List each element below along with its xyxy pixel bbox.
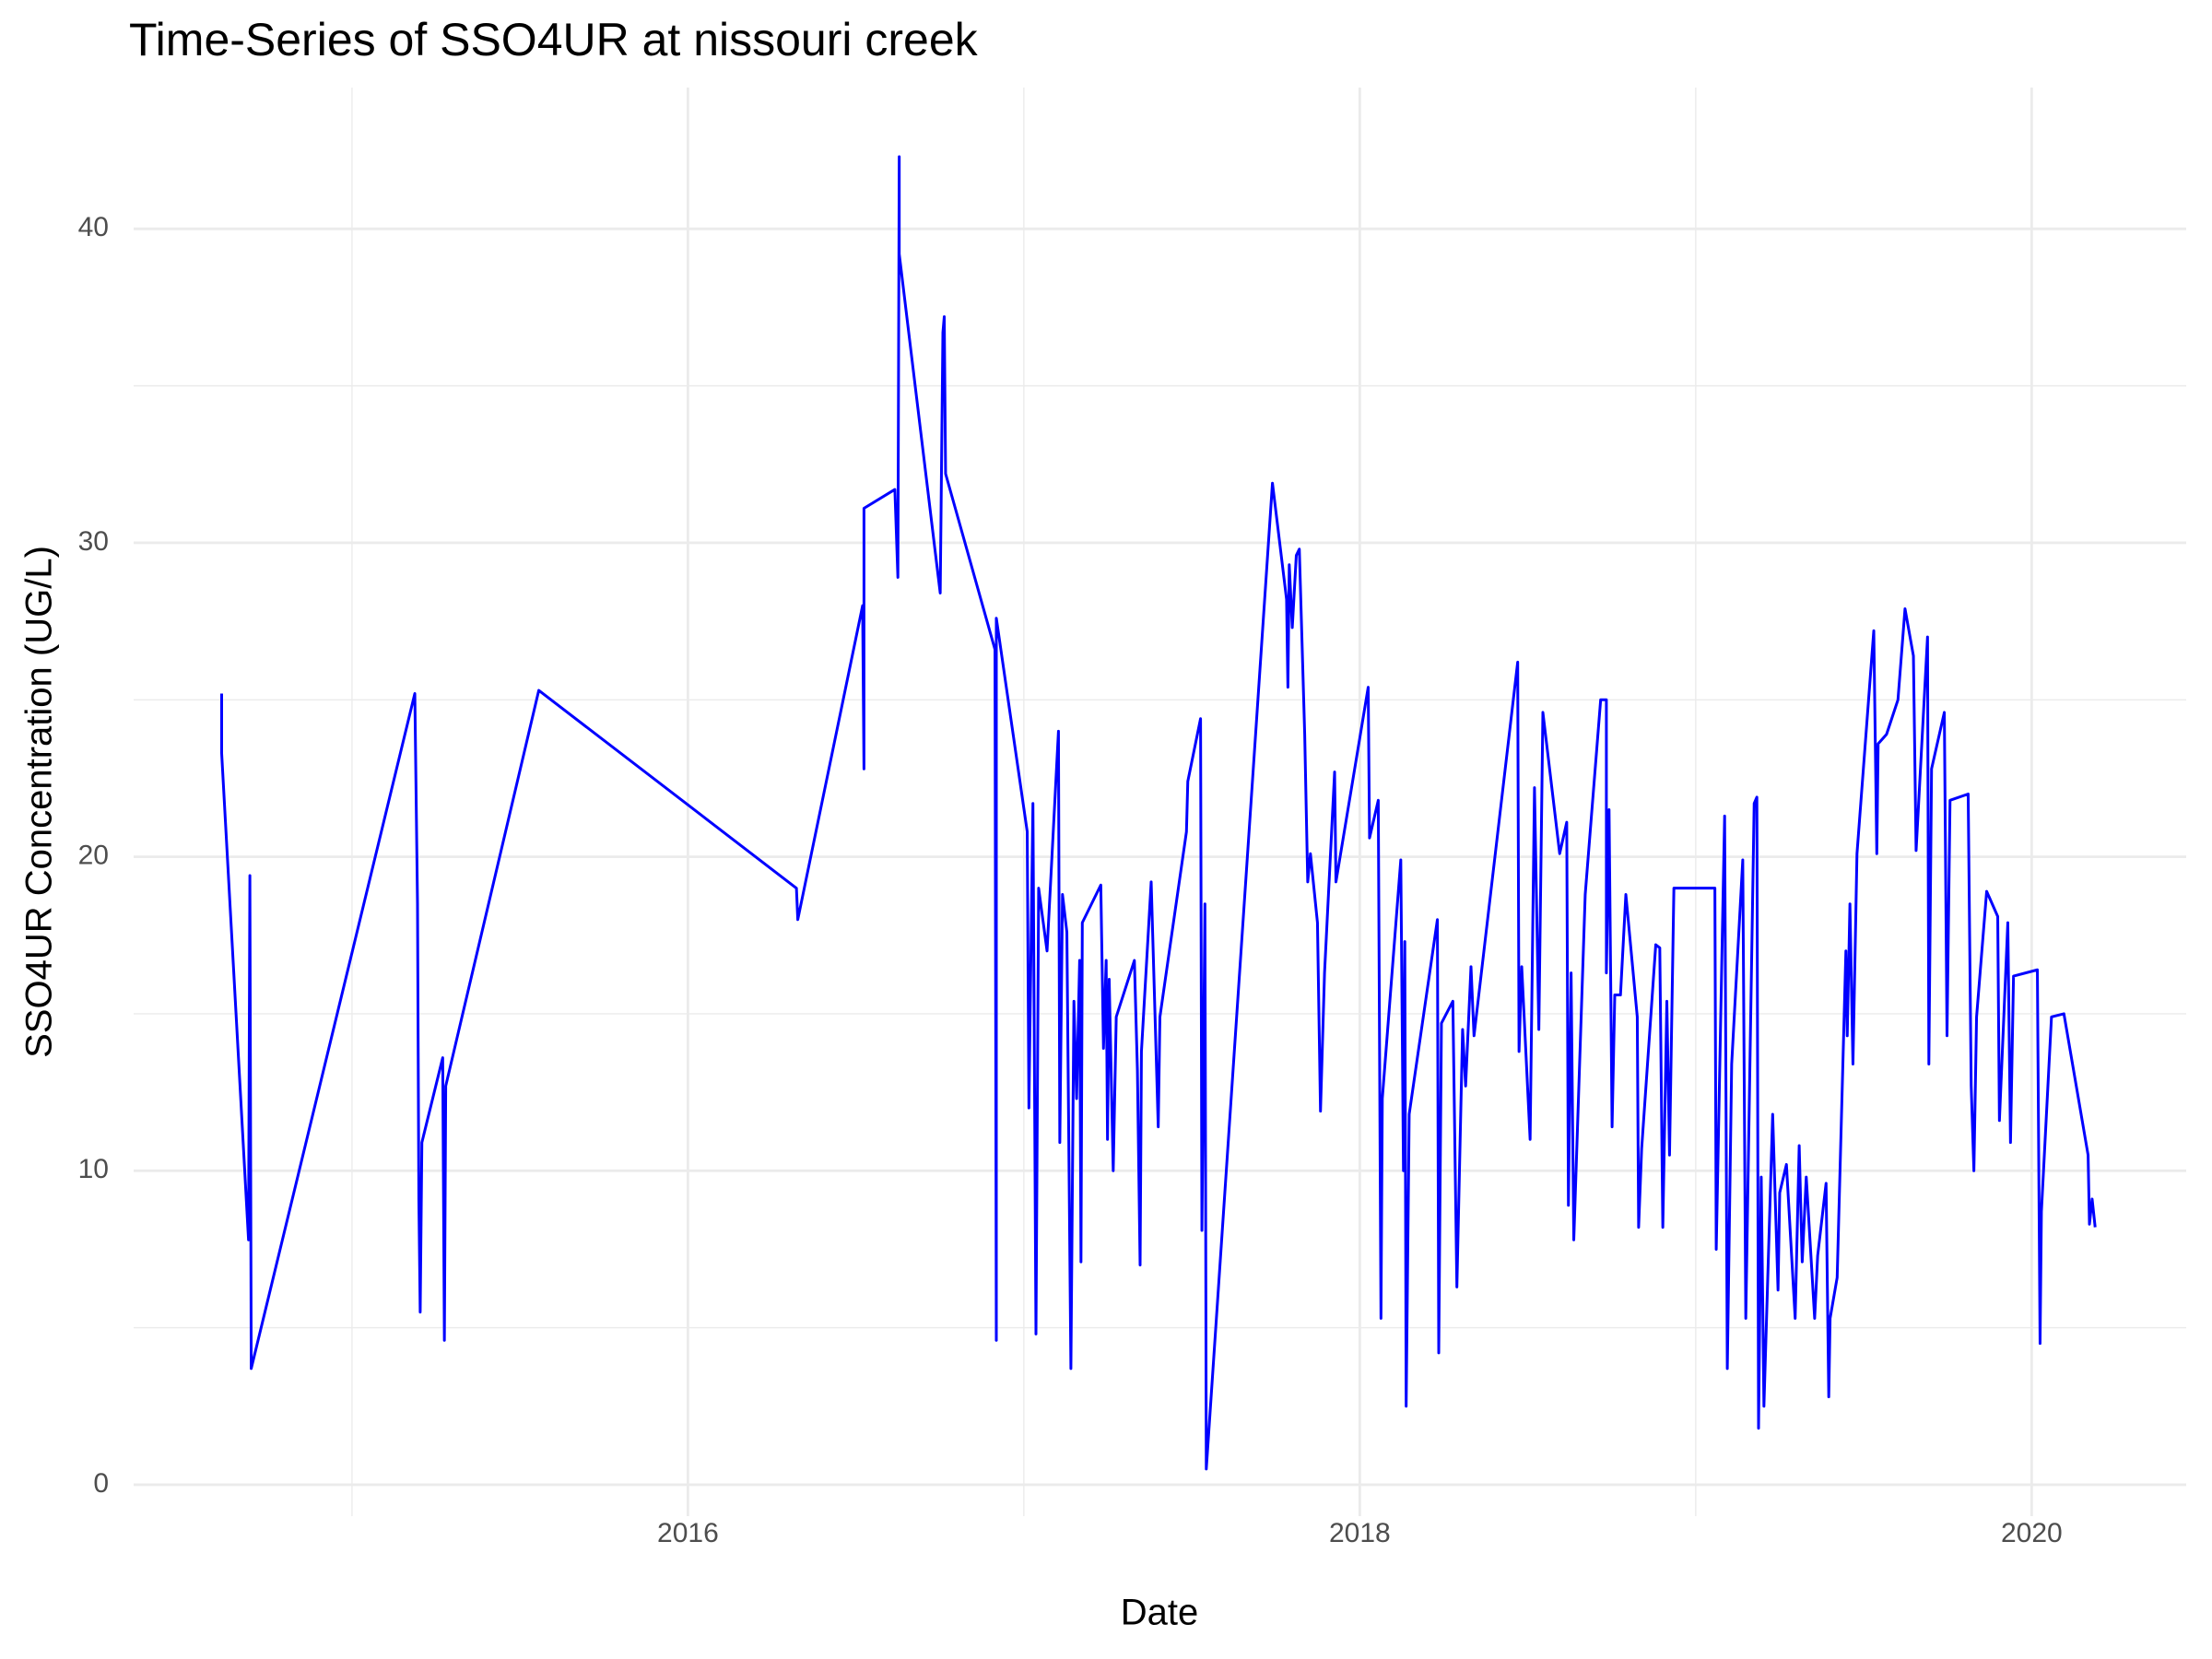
y-axis-title: SSO4UR Concentration (UG/L): [19, 546, 60, 1058]
y-tick-label: 30: [78, 526, 109, 557]
y-tick-label: 20: [78, 841, 109, 871]
chart-title: Time-Series of SSO4UR at nissouri creek: [129, 14, 979, 65]
grid: [134, 88, 2186, 1516]
x-tick-label: 2018: [1329, 1518, 1391, 1548]
y-tick-label: 0: [93, 1468, 109, 1499]
x-tick-label: 2020: [2001, 1518, 2063, 1548]
data-line: [219, 155, 2097, 1471]
y-tick-label: 40: [78, 212, 109, 242]
x-axis-title: Date: [1121, 1593, 1199, 1633]
y-tick-label: 10: [78, 1154, 109, 1184]
marks: [219, 155, 2097, 1471]
labels: 0 10 20 30 40 2016 2018 2020: [78, 212, 2063, 1548]
x-tick-label: 2016: [657, 1518, 719, 1548]
